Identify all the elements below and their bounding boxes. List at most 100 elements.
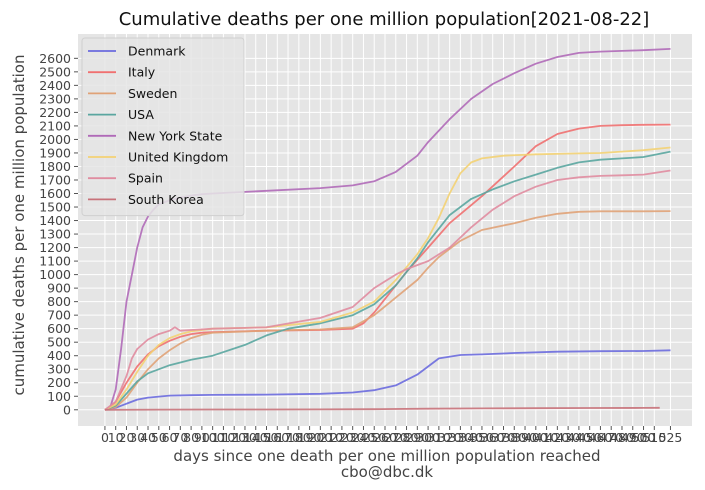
series-line-south-korea xyxy=(104,406,660,411)
x-tick-label: 210 xyxy=(319,430,343,445)
legend-label: Spain xyxy=(128,171,163,186)
x-tick-label: 510 xyxy=(642,430,666,445)
x-tick-label: 480 xyxy=(610,430,634,445)
legend-label: New York State xyxy=(128,128,223,143)
legend-label: Sweden xyxy=(128,86,177,101)
y-tick-label: 1200 xyxy=(39,240,71,255)
y-tick-label: 1800 xyxy=(39,159,71,174)
y-tick-label: 800 xyxy=(47,294,71,309)
y-tick-label: 600 xyxy=(47,321,71,336)
legend-label: United Kingdom xyxy=(128,150,228,165)
legend-box xyxy=(81,37,245,217)
x-tick-label: 470 xyxy=(599,430,623,445)
x-tick-label: 70 xyxy=(172,430,188,445)
x-tick-label: 110 xyxy=(211,430,235,445)
x-tick-label: 420 xyxy=(545,430,569,445)
x-tick-label: 360 xyxy=(481,430,505,445)
legend-label: USA xyxy=(128,107,154,122)
x-tick-label: 380 xyxy=(502,430,526,445)
y-tick-label: 1100 xyxy=(39,254,71,269)
y-tick-label: 300 xyxy=(47,362,71,377)
x-tick-label: 450 xyxy=(578,430,602,445)
y-axis-ticks: 0100200300400500600700800900100011001200… xyxy=(39,51,78,417)
x-axis-ticks: 0102030405060708090100110120130140150160… xyxy=(101,426,682,445)
x-tick-label: 390 xyxy=(513,430,537,445)
y-tick-label: 2500 xyxy=(39,64,71,79)
series-line-sweden xyxy=(104,210,671,411)
x-tick-label: 180 xyxy=(287,430,311,445)
x-tick-label: 230 xyxy=(341,430,365,445)
y-tick-label: 1000 xyxy=(39,267,71,282)
x-tick-label: 220 xyxy=(330,430,354,445)
y-tick-label: 1700 xyxy=(39,172,71,187)
x-tick-label: 50 xyxy=(151,430,167,445)
y-tick-label: 1400 xyxy=(39,213,71,228)
y-tick-label: 2000 xyxy=(39,132,71,147)
x-tick-label: 200 xyxy=(308,430,332,445)
x-tick-label: 130 xyxy=(233,430,257,445)
x-tick-label: 440 xyxy=(567,430,591,445)
x-tick-label: 30 xyxy=(129,430,145,445)
x-tick-label: 410 xyxy=(535,430,559,445)
y-tick-label: 700 xyxy=(47,308,71,323)
y-tick-label: 2200 xyxy=(39,105,71,120)
y-tick-label: 2100 xyxy=(39,118,71,133)
footer-credit: cbo@dbc.dk xyxy=(341,463,434,481)
series-line-spain xyxy=(104,169,671,411)
x-tick-label: 525 xyxy=(659,430,683,445)
series-line-new-york-state xyxy=(104,48,671,411)
x-tick-label: 150 xyxy=(255,430,279,445)
x-tick-label: 290 xyxy=(405,430,429,445)
x-tick-label: 340 xyxy=(459,430,483,445)
y-tick-label: 2300 xyxy=(39,91,71,106)
y-tick-label: 100 xyxy=(47,389,71,404)
x-tick-label: 190 xyxy=(298,430,322,445)
legend-label: South Korea xyxy=(128,192,204,207)
x-tick-label: 320 xyxy=(438,430,462,445)
x-tick-label: 250 xyxy=(362,430,386,445)
x-tick-label: 500 xyxy=(632,430,656,445)
chart-title: Cumulative deaths per one million popula… xyxy=(119,9,650,30)
x-tick-label: 310 xyxy=(427,430,451,445)
x-tick-label: 280 xyxy=(395,430,419,445)
series-line-denmark xyxy=(104,349,671,411)
x-tick-label: 160 xyxy=(265,430,289,445)
x-tick-label: 90 xyxy=(194,430,210,445)
x-tick-label: 240 xyxy=(352,430,376,445)
x-tick-label: 490 xyxy=(621,430,645,445)
y-tick-label: 900 xyxy=(47,281,71,296)
x-tick-label: 170 xyxy=(276,430,300,445)
x-tick-label: 400 xyxy=(524,430,548,445)
x-tick-label: 350 xyxy=(470,430,494,445)
x-tick-label: 20 xyxy=(119,430,135,445)
x-tick-label: 40 xyxy=(140,430,156,445)
x-tick-label: 60 xyxy=(162,430,178,445)
x-axis-label: days since one death per one million pop… xyxy=(173,447,600,465)
y-tick-label: 2400 xyxy=(39,78,71,93)
x-tick-label: 460 xyxy=(589,430,613,445)
y-tick-label: 500 xyxy=(47,335,71,350)
y-tick-label: 200 xyxy=(47,375,71,390)
x-tick-label: 300 xyxy=(416,430,440,445)
x-tick-label: 370 xyxy=(492,430,516,445)
x-tick-label: 10 xyxy=(108,430,124,445)
y-tick-label: 1300 xyxy=(39,227,71,242)
y-tick-label: 1600 xyxy=(39,186,71,201)
y-tick-label: 0 xyxy=(63,402,71,417)
y-tick-label: 2600 xyxy=(39,51,71,66)
series-line-usa xyxy=(104,150,671,411)
x-tick-label: 100 xyxy=(201,430,225,445)
x-tick-label: 270 xyxy=(384,430,408,445)
x-tick-label: 430 xyxy=(556,430,580,445)
legend: Denmark Italy Sweden USA New York State Unite… xyxy=(81,37,245,217)
series-line-united-kingdom xyxy=(104,146,671,411)
x-tick-label: 80 xyxy=(183,430,199,445)
series-lines xyxy=(104,48,671,411)
x-tick-label: 0 xyxy=(101,430,109,445)
x-tick-label: 260 xyxy=(373,430,397,445)
x-tick-label: 330 xyxy=(448,430,472,445)
legend-label: Italy xyxy=(128,65,156,80)
x-tick-label: 120 xyxy=(222,430,246,445)
y-tick-label: 1900 xyxy=(39,145,71,160)
